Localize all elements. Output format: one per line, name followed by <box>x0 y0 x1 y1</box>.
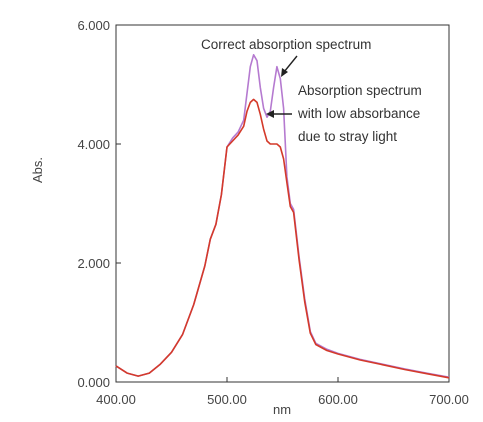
series-line-correct-spectrum <box>115 53 450 378</box>
y-axis-label: Abs. <box>30 157 45 183</box>
annotation-stray-light-line2: with low absorbance <box>297 106 420 121</box>
axis-ticks <box>115 24 450 383</box>
y-tick-label: 2.000 <box>77 256 110 271</box>
y-tick-label: 0.000 <box>77 375 110 390</box>
series-layer <box>115 53 450 379</box>
y-tick-label: 6.000 <box>77 18 110 33</box>
x-axis-label: nm <box>273 402 291 417</box>
annotation-arrowhead-stray-light <box>266 110 274 118</box>
x-tick-label: 700.00 <box>429 392 469 407</box>
annotation-arrowhead-correct <box>281 68 288 77</box>
series-line-stray-light <box>115 98 450 379</box>
axis-tick-labels: 400.00 500.00 600.00 700.00 0.000 2.000 4.000 6… <box>77 18 468 407</box>
plot-frame <box>115 24 450 383</box>
annotation-arrow-correct <box>283 55 298 73</box>
annotation-correct-spectrum: Correct absorption spectrum <box>201 37 371 52</box>
y-tick-label: 4.000 <box>77 137 110 152</box>
x-tick-label: 600.00 <box>318 392 358 407</box>
x-tick-label: 400.00 <box>96 392 136 407</box>
x-tick-label: 500.00 <box>207 392 247 407</box>
annotation-stray-light-line1: Absorption spectrum <box>298 83 422 98</box>
annotation-stray-light-line3: due to stray light <box>298 129 397 144</box>
